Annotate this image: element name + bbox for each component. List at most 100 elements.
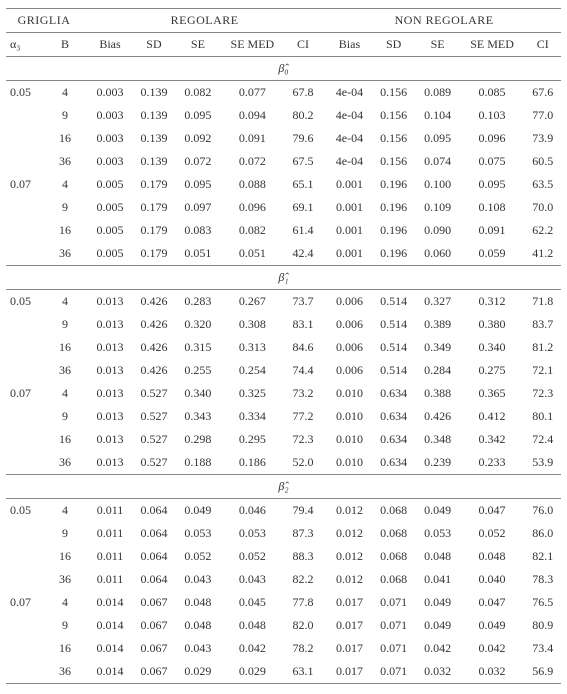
cell-alpha (6, 405, 48, 428)
cell-b: 4 (48, 382, 82, 405)
cell-r-ci: 67.8 (285, 81, 321, 105)
cell-r-ci: 82.2 (285, 568, 321, 591)
cell-n-se: 0.095 (416, 127, 460, 150)
cell-alpha: 0.07 (6, 382, 48, 405)
cell-r-sd: 0.527 (132, 405, 176, 428)
cell-n-bias: 0.001 (327, 242, 371, 266)
cell-n-bias: 0.017 (327, 614, 371, 637)
cell-n-semed: 0.052 (460, 522, 525, 545)
cell-n-semed: 0.103 (460, 104, 525, 127)
table-row: 0.0740.0050.1790.0950.08865.10.0010.1960… (6, 173, 561, 196)
cell-n-ci: 76.5 (525, 591, 562, 614)
header-regolare: REGOLARE (88, 9, 321, 33)
cell-r-semed: 0.094 (220, 104, 285, 127)
cell-r-semed: 0.077 (220, 81, 285, 105)
cell-r-bias: 0.011 (88, 568, 132, 591)
cell-r-sd: 0.064 (132, 568, 176, 591)
cell-r-bias: 0.014 (88, 591, 132, 614)
header-alpha: α₃ (6, 33, 48, 57)
cell-n-se: 0.100 (416, 173, 460, 196)
cell-r-se: 0.043 (176, 568, 220, 591)
cell-r-sd: 0.067 (132, 614, 176, 637)
cell-r-sd: 0.139 (132, 150, 176, 173)
cell-n-ci: 63.5 (525, 173, 562, 196)
cell-r-se: 0.083 (176, 219, 220, 242)
cell-n-se: 0.104 (416, 104, 460, 127)
cell-n-semed: 0.059 (460, 242, 525, 266)
cell-r-se: 0.340 (176, 382, 220, 405)
cell-r-ci: 88.3 (285, 545, 321, 568)
cell-n-se: 0.032 (416, 660, 460, 684)
cell-r-semed: 0.045 (220, 591, 285, 614)
cell-b: 16 (48, 219, 82, 242)
cell-r-semed: 0.043 (220, 568, 285, 591)
table-row: 160.0110.0640.0520.05288.30.0120.0680.04… (6, 545, 561, 568)
cell-b: 4 (48, 173, 82, 196)
cell-alpha (6, 336, 48, 359)
header-non-regolare: NON REGOLARE (327, 9, 561, 33)
cell-r-bias: 0.005 (88, 173, 132, 196)
cell-alpha (6, 614, 48, 637)
cell-alpha (6, 568, 48, 591)
cell-r-semed: 0.052 (220, 545, 285, 568)
table-row: 360.0130.5270.1880.18652.00.0100.6340.23… (6, 451, 561, 475)
table-row: 160.0140.0670.0430.04278.20.0170.0710.04… (6, 637, 561, 660)
cell-n-bias: 0.001 (327, 173, 371, 196)
cell-n-ci: 76.0 (525, 499, 562, 523)
cell-alpha (6, 242, 48, 266)
cell-n-bias: 0.012 (327, 545, 371, 568)
cell-r-semed: 0.091 (220, 127, 285, 150)
cell-b: 16 (48, 127, 82, 150)
cell-r-ci: 77.8 (285, 591, 321, 614)
cell-r-bias: 0.013 (88, 405, 132, 428)
cell-r-sd: 0.179 (132, 219, 176, 242)
cell-r-ci: 87.3 (285, 522, 321, 545)
cell-r-semed: 0.334 (220, 405, 285, 428)
cell-n-sd: 0.068 (372, 568, 416, 591)
cell-n-sd: 0.071 (372, 614, 416, 637)
cell-r-se: 0.283 (176, 290, 220, 314)
table-row: 90.0030.1390.0950.09480.24e-040.1560.104… (6, 104, 561, 127)
cell-n-se: 0.239 (416, 451, 460, 475)
cell-n-semed: 0.340 (460, 336, 525, 359)
cell-b: 16 (48, 637, 82, 660)
cell-b: 9 (48, 196, 82, 219)
cell-n-bias: 0.017 (327, 637, 371, 660)
cell-r-sd: 0.179 (132, 242, 176, 266)
cell-r-sd: 0.426 (132, 359, 176, 382)
cell-n-bias: 0.010 (327, 382, 371, 405)
cell-n-ci: 82.1 (525, 545, 562, 568)
cell-r-bias: 0.014 (88, 637, 132, 660)
cell-n-bias: 0.010 (327, 428, 371, 451)
cell-n-se: 0.090 (416, 219, 460, 242)
cell-n-ci: 72.3 (525, 382, 562, 405)
cell-r-ci: 72.3 (285, 428, 321, 451)
cell-r-sd: 0.064 (132, 522, 176, 545)
cell-n-bias: 0.012 (327, 522, 371, 545)
cell-n-semed: 0.040 (460, 568, 525, 591)
cell-r-semed: 0.295 (220, 428, 285, 451)
cell-r-sd: 0.179 (132, 173, 176, 196)
cell-n-semed: 0.042 (460, 637, 525, 660)
cell-n-ci: 53.9 (525, 451, 562, 475)
statistics-table: GRIGLIA REGOLARE NON REGOLARE α₃ B Bias … (0, 0, 567, 694)
cell-r-bias: 0.005 (88, 242, 132, 266)
cell-b: 4 (48, 290, 82, 314)
cell-r-bias: 0.013 (88, 359, 132, 382)
cell-r-se: 0.051 (176, 242, 220, 266)
cell-n-ci: 41.2 (525, 242, 562, 266)
cell-r-se: 0.048 (176, 591, 220, 614)
cell-b: 4 (48, 591, 82, 614)
cell-alpha (6, 428, 48, 451)
cell-r-se: 0.298 (176, 428, 220, 451)
header-row-groups: GRIGLIA REGOLARE NON REGOLARE (6, 9, 561, 33)
cell-n-sd: 0.634 (372, 428, 416, 451)
table-row: 90.0110.0640.0530.05387.30.0120.0680.053… (6, 522, 561, 545)
cell-r-bias: 0.013 (88, 451, 132, 475)
cell-n-semed: 0.108 (460, 196, 525, 219)
table-row: 360.0130.4260.2550.25474.40.0060.5140.28… (6, 359, 561, 382)
cell-r-semed: 0.082 (220, 219, 285, 242)
cell-n-se: 0.349 (416, 336, 460, 359)
cell-r-se: 0.029 (176, 660, 220, 684)
cell-n-ci: 78.3 (525, 568, 562, 591)
